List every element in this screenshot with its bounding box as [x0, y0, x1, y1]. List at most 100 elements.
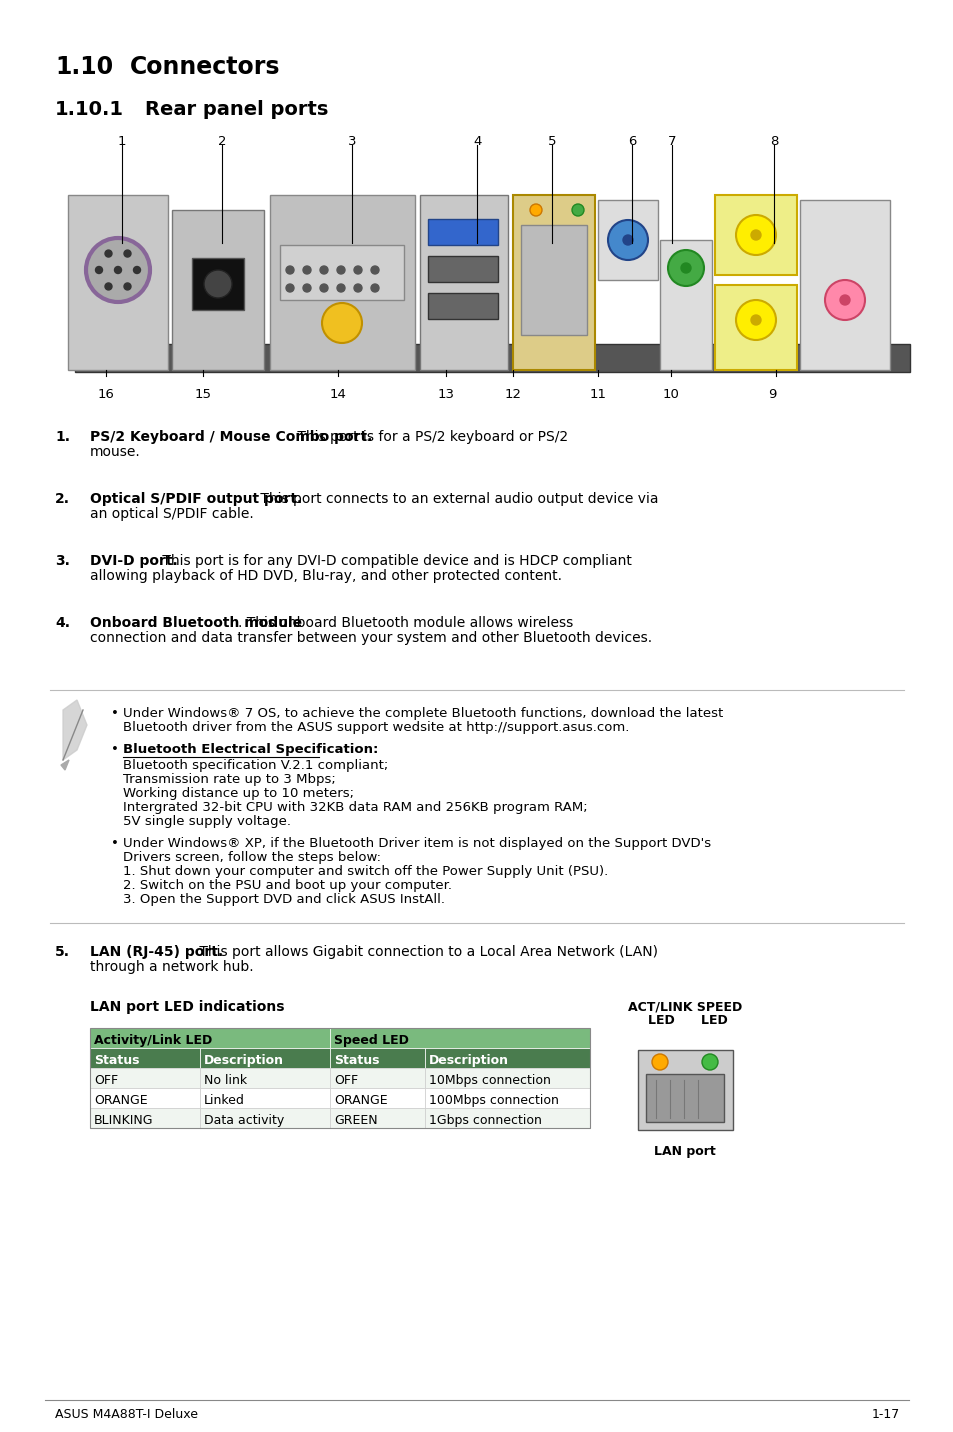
- Text: connection and data transfer between your system and other Bluetooth devices.: connection and data transfer between you…: [90, 632, 652, 644]
- Text: LAN port: LAN port: [654, 1146, 715, 1158]
- Circle shape: [336, 266, 345, 274]
- Text: This port connects to an external audio output device via: This port connects to an external audio …: [255, 493, 658, 505]
- Bar: [513, 195, 595, 369]
- Bar: [200, 1048, 330, 1068]
- Text: This port is for any DVI-D compatible device and is HDCP compliant: This port is for any DVI-D compatible de…: [157, 554, 631, 569]
- Text: . This onboard Bluetooth module allows wireless: . This onboard Bluetooth module allows w…: [237, 616, 572, 630]
- Bar: [330, 1048, 424, 1068]
- Text: 1. Shut down your computer and switch off the Power Supply Unit (PSU).: 1. Shut down your computer and switch of…: [123, 865, 608, 878]
- Text: Description: Description: [204, 1054, 284, 1067]
- Text: 4: 4: [473, 135, 481, 147]
- Text: 13: 13: [437, 388, 455, 401]
- Bar: [424, 1088, 589, 1108]
- Text: LED      LED: LED LED: [647, 1014, 727, 1027]
- Circle shape: [124, 251, 131, 258]
- Text: 5V single supply voltage.: 5V single supply voltage.: [123, 815, 291, 828]
- Text: Bluetooth specification V.2.1 compliant;: Bluetooth specification V.2.1 compliant;: [123, 759, 388, 772]
- Text: 1: 1: [118, 135, 127, 147]
- Circle shape: [204, 271, 232, 298]
- Text: 5: 5: [547, 135, 556, 147]
- Text: Status: Status: [334, 1054, 379, 1067]
- Text: 9: 9: [767, 388, 776, 401]
- Circle shape: [667, 251, 703, 286]
- Circle shape: [371, 266, 378, 274]
- Text: Status: Status: [94, 1054, 139, 1067]
- Text: 1Gbps connection: 1Gbps connection: [429, 1114, 541, 1127]
- Bar: [200, 1068, 330, 1088]
- Text: 7: 7: [667, 135, 676, 147]
- Circle shape: [133, 266, 140, 274]
- Bar: [200, 1088, 330, 1108]
- Text: ORANGE: ORANGE: [334, 1094, 387, 1107]
- Text: 2.: 2.: [55, 493, 70, 505]
- Circle shape: [735, 215, 775, 255]
- Circle shape: [303, 284, 311, 292]
- Bar: [68, 195, 168, 369]
- Circle shape: [622, 235, 633, 245]
- Text: •: •: [111, 836, 119, 851]
- Polygon shape: [63, 700, 87, 760]
- Circle shape: [354, 284, 361, 292]
- Circle shape: [750, 231, 760, 241]
- Circle shape: [840, 295, 849, 305]
- Circle shape: [750, 315, 760, 325]
- Text: Rear panel ports: Rear panel ports: [145, 100, 328, 119]
- Bar: [714, 285, 796, 369]
- Text: Description: Description: [429, 1054, 509, 1067]
- Circle shape: [701, 1054, 718, 1070]
- Circle shape: [607, 221, 647, 261]
- Text: 1.10.1: 1.10.1: [55, 100, 124, 119]
- Text: OFF: OFF: [94, 1074, 118, 1087]
- Text: Intergrated 32-bit CPU with 32KB data RAM and 256KB program RAM;: Intergrated 32-bit CPU with 32KB data RA…: [123, 800, 587, 813]
- Text: 2: 2: [218, 135, 226, 147]
- Bar: [424, 1068, 589, 1088]
- Text: This port allows Gigabit connection to a Local Area Network (LAN): This port allows Gigabit connection to a…: [194, 945, 657, 959]
- Bar: [419, 195, 507, 369]
- Bar: [90, 1028, 589, 1128]
- Bar: [90, 1108, 200, 1128]
- Text: This port is for a PS/2 keyboard or PS/2: This port is for a PS/2 keyboard or PS/2: [293, 430, 567, 444]
- Bar: [424, 1048, 589, 1068]
- Bar: [645, 1074, 723, 1123]
- Text: ORANGE: ORANGE: [94, 1094, 148, 1107]
- Circle shape: [86, 238, 150, 302]
- Bar: [428, 294, 497, 319]
- Bar: [200, 1108, 330, 1128]
- Text: 14: 14: [330, 388, 347, 401]
- Bar: [75, 344, 909, 372]
- Text: 3: 3: [348, 135, 356, 147]
- Circle shape: [286, 266, 294, 274]
- Text: an optical S/PDIF cable.: an optical S/PDIF cable.: [90, 507, 253, 521]
- Text: PS/2 Keyboard / Mouse Combo port.: PS/2 Keyboard / Mouse Combo port.: [90, 430, 372, 444]
- Text: through a network hub.: through a network hub.: [90, 959, 253, 974]
- Bar: [192, 258, 244, 309]
- Bar: [714, 195, 796, 275]
- Text: 1.: 1.: [55, 430, 70, 444]
- Bar: [280, 245, 403, 299]
- Bar: [520, 225, 586, 335]
- Text: Under Windows® 7 OS, to achieve the complete Bluetooth functions, download the l: Under Windows® 7 OS, to achieve the comp…: [123, 707, 722, 720]
- Bar: [638, 1050, 732, 1130]
- Text: Data activity: Data activity: [204, 1114, 284, 1127]
- Text: Drivers screen, follow the steps below:: Drivers screen, follow the steps below:: [123, 851, 380, 863]
- Circle shape: [735, 299, 775, 339]
- Text: 4.: 4.: [55, 616, 70, 630]
- Circle shape: [371, 284, 378, 292]
- Bar: [330, 1028, 589, 1048]
- Circle shape: [354, 266, 361, 274]
- Text: 3.: 3.: [55, 554, 70, 569]
- Text: 8: 8: [769, 135, 778, 147]
- Bar: [330, 1068, 424, 1088]
- Circle shape: [322, 304, 361, 344]
- Text: Activity/Link LED: Activity/Link LED: [94, 1034, 212, 1047]
- Bar: [90, 1048, 200, 1068]
- Text: 2. Switch on the PSU and boot up your computer.: 2. Switch on the PSU and boot up your co…: [123, 879, 452, 892]
- Text: Onboard Bluetooth module: Onboard Bluetooth module: [90, 616, 302, 630]
- Text: 5.: 5.: [55, 945, 70, 959]
- Circle shape: [303, 266, 311, 274]
- Text: 3. Open the Support DVD and click ASUS InstAll.: 3. Open the Support DVD and click ASUS I…: [123, 894, 444, 906]
- Circle shape: [572, 203, 583, 216]
- Text: 1.10: 1.10: [55, 54, 113, 79]
- Bar: [800, 200, 889, 369]
- Bar: [90, 1068, 200, 1088]
